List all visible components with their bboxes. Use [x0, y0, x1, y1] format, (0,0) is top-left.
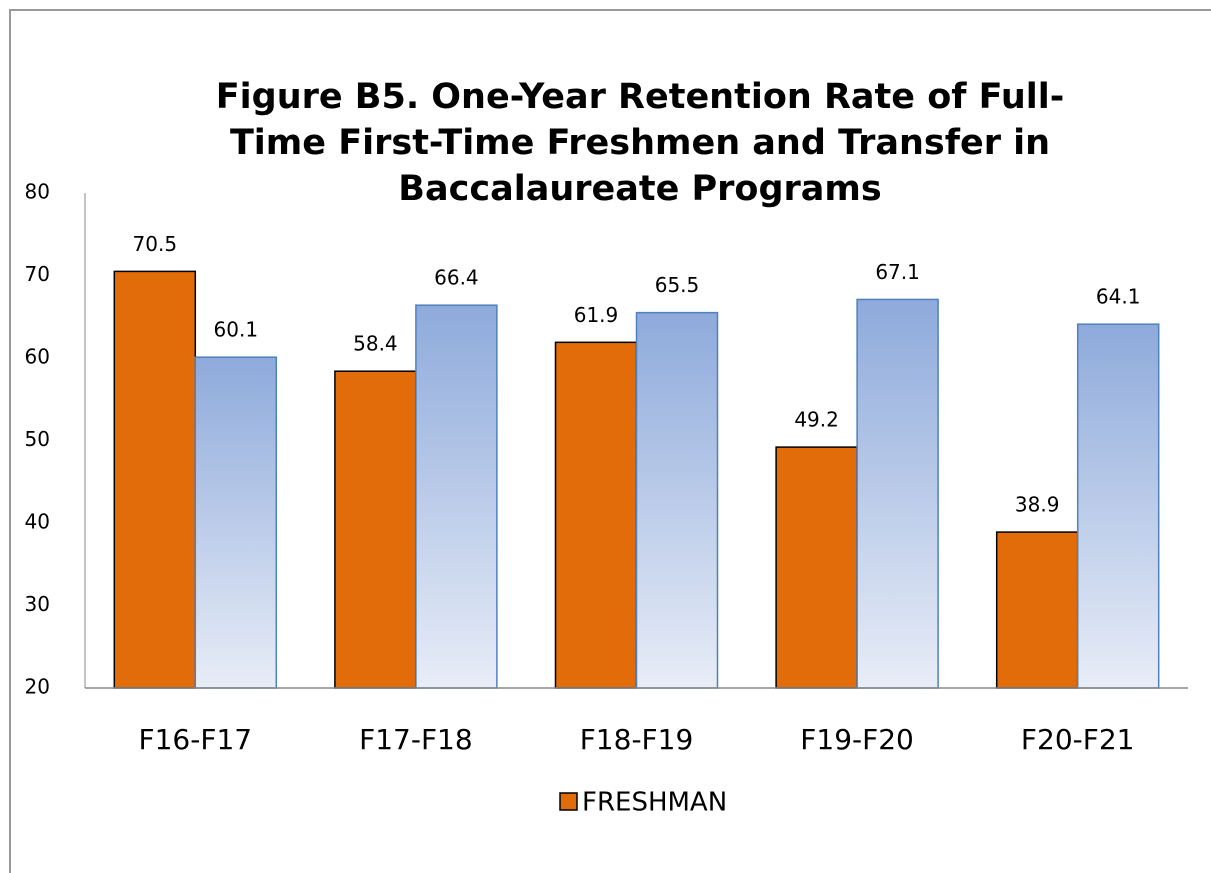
y-tick-label: 50 [25, 427, 50, 451]
bar [194, 356, 278, 689]
legend-label: FRESHMAN [582, 788, 727, 818]
data-label: 67.1 [875, 260, 920, 284]
data-label: 70.5 [133, 232, 178, 256]
data-label: 58.4 [353, 332, 398, 356]
frame [9, 9, 1211, 873]
legend-swatch [559, 792, 578, 811]
bar [635, 311, 719, 689]
x-tick-label: F19-F20 [800, 723, 914, 756]
bar [775, 446, 858, 689]
data-label: 61.9 [574, 303, 619, 327]
x-tick-label: F20-F21 [1021, 723, 1135, 756]
bar [113, 270, 197, 689]
y-tick-label: 40 [25, 510, 50, 534]
data-label: 66.4 [434, 266, 479, 290]
y-tick-label: 20 [25, 675, 50, 699]
bar [415, 304, 498, 689]
chart-title: Figure B5. One-Year Retention Rate of Fu… [215, 77, 1065, 209]
y-tick-label: 30 [25, 592, 50, 616]
bar [856, 298, 939, 689]
y-tick-label: 80 [25, 180, 50, 204]
data-label: 60.1 [214, 318, 259, 342]
x-tick-label: F18-F19 [580, 723, 694, 756]
x-tick-label: F16-F17 [139, 723, 253, 756]
bar [995, 531, 1079, 689]
y-tick-label: 60 [25, 345, 50, 369]
data-label: 38.9 [1015, 493, 1060, 517]
bar [554, 341, 638, 689]
y-tick-label: 70 [25, 262, 50, 286]
data-label: 64.1 [1096, 285, 1141, 309]
data-label: 49.2 [794, 408, 839, 432]
x-tick-label: F17-F18 [359, 723, 473, 756]
data-label: 65.5 [655, 273, 700, 297]
bar [334, 370, 417, 689]
bar [1076, 323, 1160, 689]
